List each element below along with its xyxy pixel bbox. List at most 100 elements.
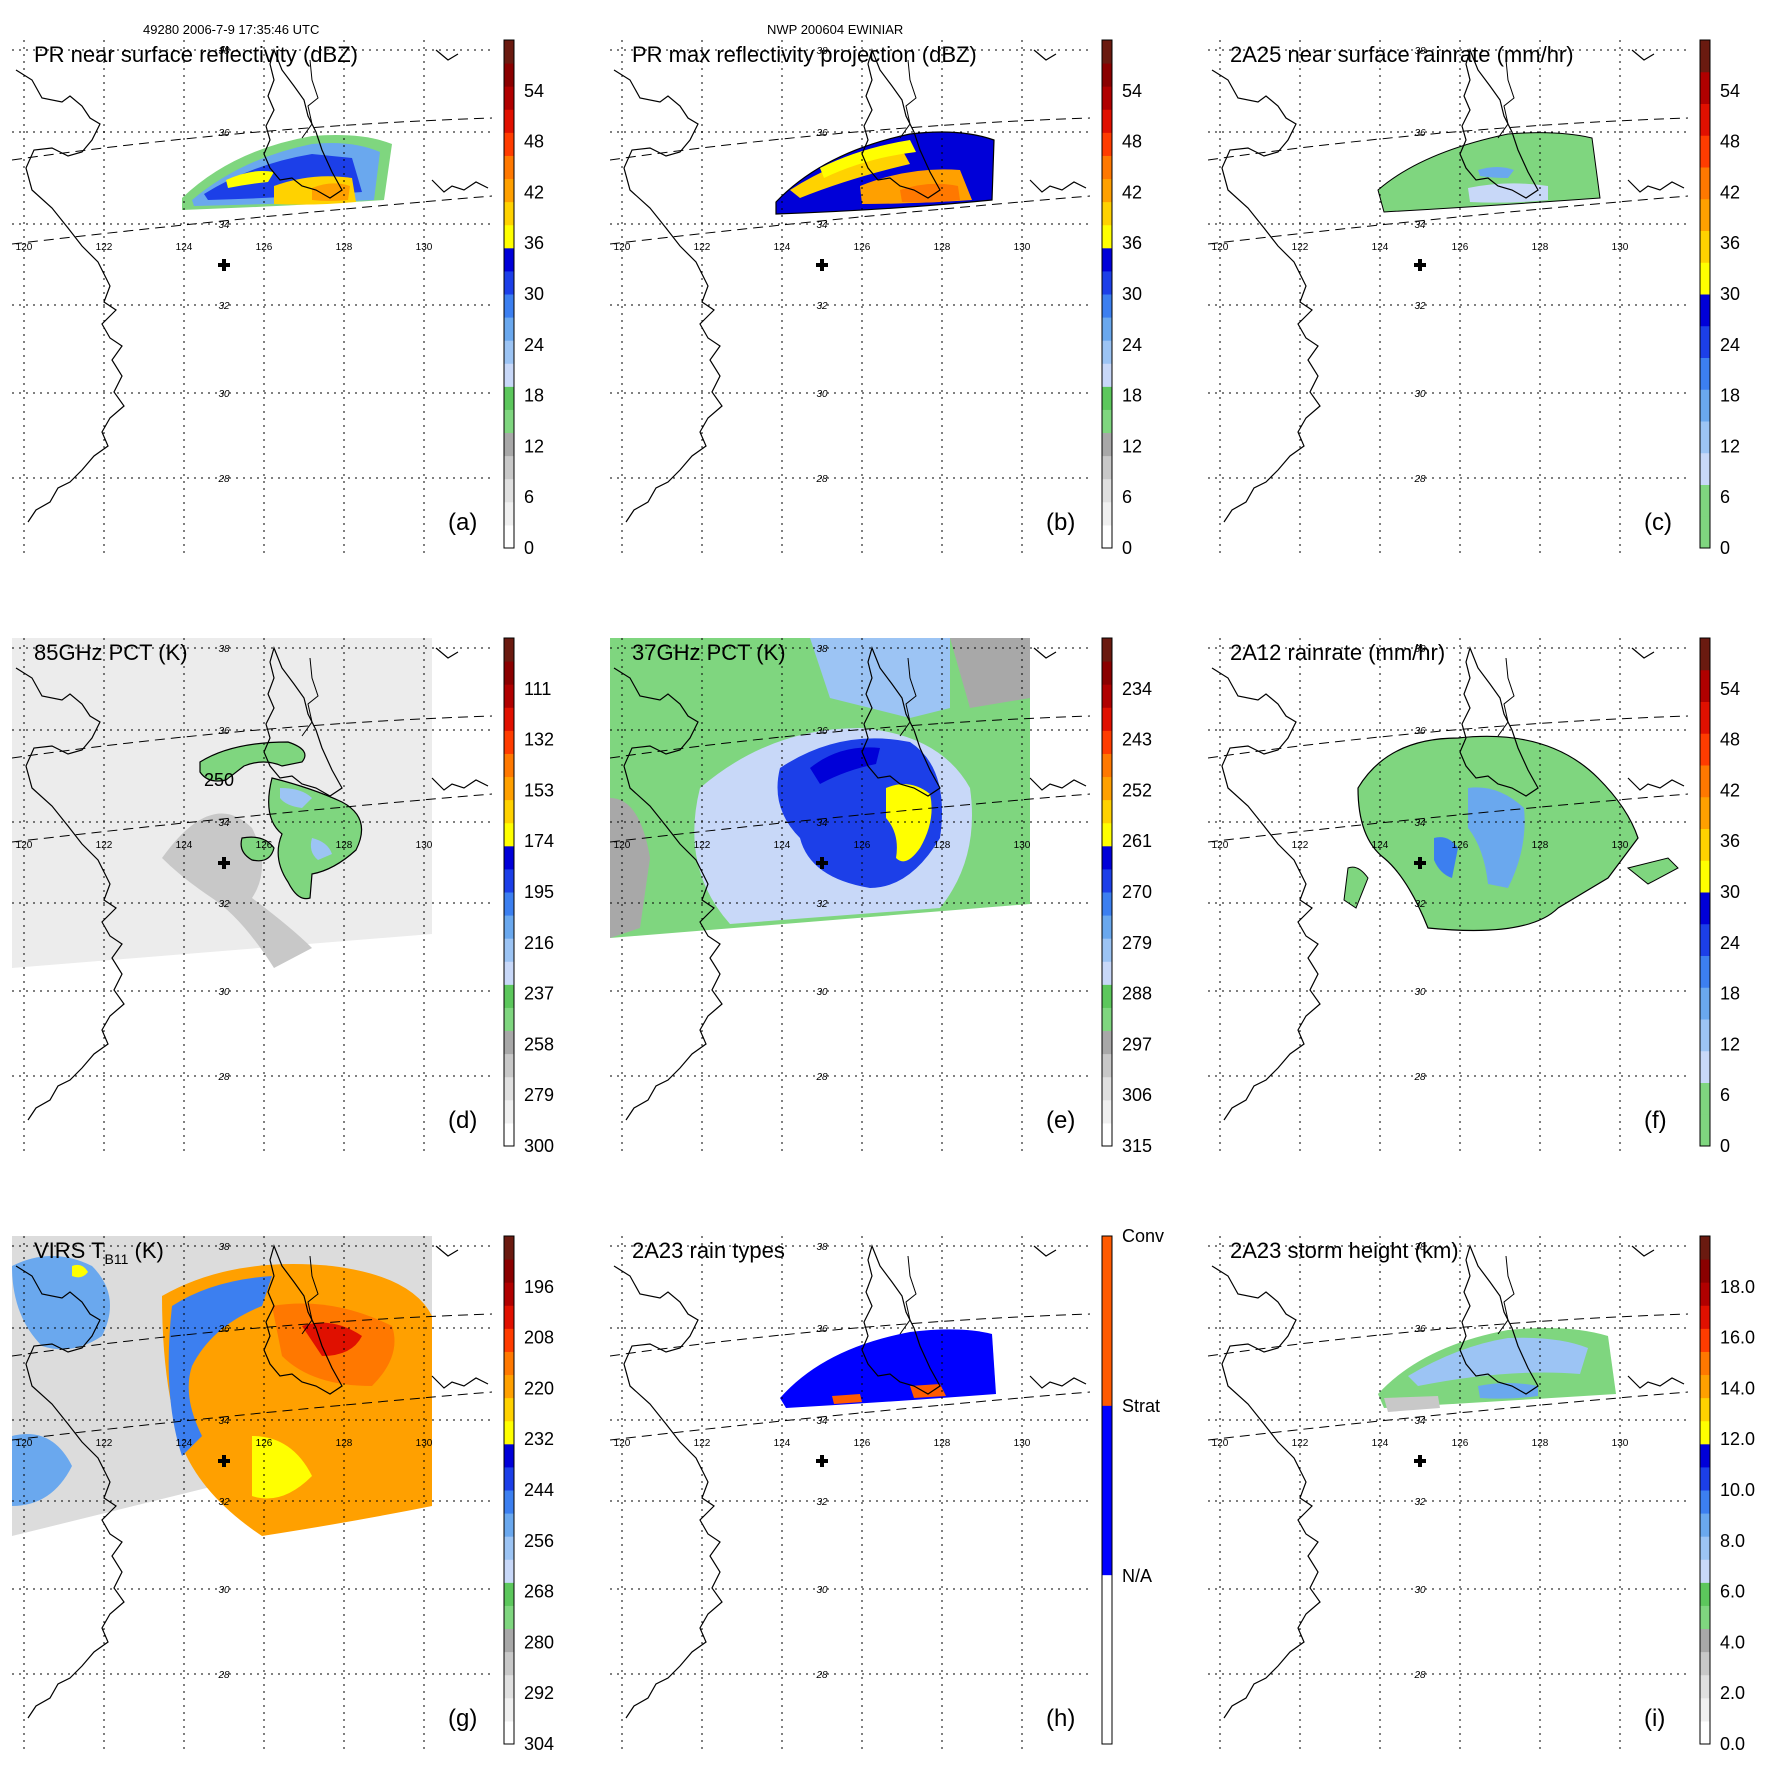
colorbar-tick-label: 48: [1720, 132, 1740, 152]
colorbar-segment: [504, 707, 514, 731]
colorbar-tick-label: 30: [1720, 284, 1740, 304]
latitude-label: 32: [816, 899, 828, 910]
longitude-label: 128: [1532, 1438, 1549, 1449]
longitude-label: 124: [774, 242, 791, 253]
colorbar-segment: [1102, 845, 1112, 870]
coastline-japan-north: [1033, 1245, 1057, 1257]
swath-edge-south: [610, 793, 1090, 843]
colorbar-segment: [1102, 386, 1112, 410]
colorbar-segment: [504, 409, 514, 434]
colorbar-segment: [1700, 1328, 1710, 1352]
swath-edge-north: [610, 117, 1090, 161]
colorbar-tick-label: 0.0: [1720, 1734, 1745, 1754]
colorbar-tick-label: 6: [1122, 487, 1132, 507]
coastline-korea-west: [1497, 657, 1515, 737]
longitude-label: 130: [416, 242, 433, 253]
colorbar-tick-label: 280: [524, 1632, 554, 1652]
colorbar-segment: [504, 1651, 514, 1676]
cross-icon: [816, 857, 828, 869]
colorbar-segment: [1700, 1305, 1710, 1329]
colorbar-tick-label: N/A: [1122, 1566, 1152, 1586]
echo-band: [226, 171, 274, 188]
colorbar-tick-label: 279: [524, 1085, 554, 1105]
colorbar-segment: [504, 1259, 514, 1283]
coastline-japan: [1029, 179, 1087, 193]
map-panel-g: 120 122 124 126 128 130 38 36 34 32 30 28 VIRS TB11 …: [12, 1235, 554, 1754]
virs-cloud-nw: [12, 1256, 110, 1350]
map-panel-d: 250 120 122 124 126 128 130 38 36 34 32 30 28 85GHz P…: [12, 637, 554, 1156]
coastline-china: [15, 1265, 125, 1719]
colorbar-tick-label: 42: [1720, 182, 1740, 202]
colorbar-segment: [504, 224, 514, 249]
swath-edge-north: [12, 117, 492, 161]
swath-edge-north: [610, 715, 1090, 759]
colorbar-segment: [504, 1536, 514, 1560]
longitude-label: 128: [1532, 840, 1549, 851]
colorbar-segment: [1700, 638, 1710, 671]
colorbar-segment: [504, 40, 514, 64]
colorbar-segment: [504, 1305, 514, 1329]
colorbar-segment: [1102, 684, 1112, 708]
cross-icon: [218, 857, 230, 869]
longitude-label: 126: [256, 840, 273, 851]
colorbar-tick-label: 42: [1122, 182, 1142, 202]
colorbar-tick-label: Strat: [1122, 1396, 1160, 1416]
colorbar-tick-label: 12: [1122, 436, 1142, 456]
colorbar-tick-label: 42: [524, 182, 544, 202]
colorbar: 0 6 12 18 24 30 36 42 48 54: [503, 39, 544, 558]
coastline-japan: [1029, 1375, 1087, 1389]
pct-main: [268, 777, 363, 900]
colorbar-segment: [1102, 201, 1112, 226]
colorbar-segment: [1700, 701, 1710, 734]
rain-moderate: [1468, 183, 1548, 203]
colorbar-segment: [1700, 294, 1710, 327]
colorbar-frame: [1101, 637, 1113, 1147]
panel-letter: (d): [448, 1107, 477, 1134]
colorbar-tick-label: 12: [1720, 436, 1740, 456]
latitude-label: 30: [1414, 1585, 1426, 1596]
pct-scatter2: [310, 838, 332, 860]
colorbar-segment: [1700, 1082, 1710, 1115]
virs-cloud-sw: [12, 1434, 72, 1506]
coastline-japan: [431, 777, 489, 791]
colorbar-segment: [504, 799, 514, 824]
longitude-label: 124: [774, 1438, 791, 1449]
longitude-label: 124: [176, 242, 193, 253]
colorbar-segment: [504, 270, 514, 295]
swath-edge-south: [1208, 1391, 1688, 1441]
colorbar-tick-label: 8.0: [1720, 1531, 1745, 1551]
colorbar-segment: [1700, 1720, 1710, 1745]
colorbar-segment: [1700, 1259, 1710, 1283]
colorbar-segment: [1102, 155, 1112, 180]
map-area: 120 122 124 126 128 130 38 36 34 32 30 28: [1208, 40, 1688, 558]
colorbar-tick-label: 174: [524, 831, 554, 851]
colorbar-tick-label: 24: [524, 335, 544, 355]
cross-icon: [1414, 1455, 1426, 1467]
colorbar-segment: [1102, 1099, 1112, 1124]
coastline-china: [1211, 69, 1321, 523]
colorbar-segment: [1102, 1236, 1112, 1406]
colorbar-segment: [1700, 987, 1710, 1020]
coastline-korea-west: [899, 657, 917, 737]
latitude-label: 32: [816, 301, 828, 312]
coastline-japan: [431, 1375, 489, 1389]
latitude-label: 36: [1414, 1324, 1426, 1335]
pct37-core: [886, 784, 932, 862]
colorbar-tick-label: 243: [1122, 730, 1152, 750]
coastline-china: [613, 69, 723, 523]
colorbar-tick-label: 6: [524, 487, 534, 507]
colorbar-tick-label: 208: [524, 1328, 554, 1348]
colorbar-segment: [1102, 340, 1112, 364]
contour-label: 250: [204, 770, 234, 790]
longitude-label: 128: [336, 1438, 353, 1449]
colorbar-segment: [504, 455, 514, 480]
panel-title: 2A23 storm height (km): [1230, 1238, 1459, 1263]
colorbar-segment: [504, 892, 514, 916]
panel-letter: (i): [1644, 1705, 1665, 1732]
virs-yellow: [252, 1436, 312, 1499]
colorbar-segment: [1700, 1513, 1710, 1537]
coastline-korea: [861, 48, 941, 199]
colorbar-segment: [1102, 478, 1112, 503]
latitude-label: 38: [816, 46, 828, 57]
